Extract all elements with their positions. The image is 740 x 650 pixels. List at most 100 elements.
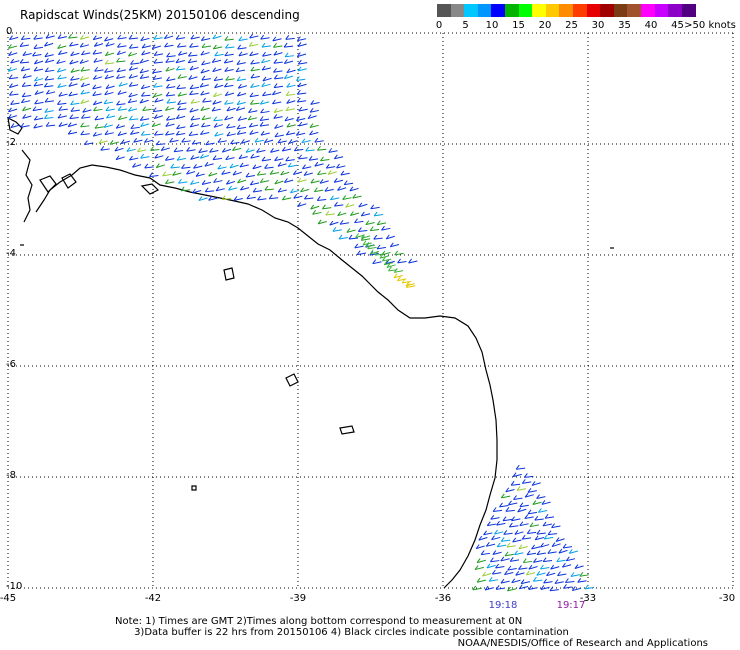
wind-barb (240, 187, 250, 191)
wind-barb-flag (248, 41, 253, 47)
wind-barb-flag (153, 58, 158, 64)
wind-barb-flag (360, 211, 365, 217)
wind-barb (213, 93, 223, 98)
wind-barb-flag (190, 34, 195, 40)
wind-barb-flag (486, 563, 491, 569)
wind-barb (349, 187, 359, 192)
wind-barb (9, 77, 19, 80)
wind-barb (474, 566, 484, 571)
wind-barb (558, 549, 568, 554)
wind-barb-flag (70, 75, 74, 81)
wind-barb (154, 133, 164, 136)
wind-barb (236, 69, 246, 73)
wind-barb-flag (177, 74, 182, 79)
wind-barb (34, 117, 44, 121)
wind-barb (166, 118, 176, 121)
wind-barb (262, 53, 272, 57)
wind-barb-flag (213, 178, 218, 183)
wind-barb-flag (217, 164, 222, 170)
wind-barb-flag (523, 473, 528, 478)
wind-barb (296, 118, 306, 122)
wind-barb-flag (369, 226, 374, 231)
wind-barb (140, 118, 150, 121)
wind-barb-flag (79, 59, 84, 64)
wind-barb-flag (372, 259, 377, 264)
wind-barb-flag (330, 195, 334, 201)
wind-barb (165, 181, 175, 185)
wind-barb (188, 60, 198, 64)
chart-title: Rapidscat Winds(25KM) 20150106 descendin… (20, 8, 300, 22)
wind-barb-flag (33, 123, 38, 129)
wind-barb (80, 125, 90, 128)
wind-barb-flag (518, 544, 523, 550)
wind-barb (238, 38, 248, 42)
wind-barb (156, 164, 166, 169)
wind-barb (342, 197, 352, 201)
wind-barb-flag (235, 67, 240, 72)
wind-barb (237, 78, 247, 82)
wind-barb (288, 164, 298, 168)
wind-barb-flag (232, 170, 237, 176)
wind-barb (139, 99, 149, 104)
wind-barb (152, 70, 162, 74)
wind-barb (186, 149, 196, 152)
wind-barb (270, 149, 280, 153)
wind-barb (192, 189, 202, 194)
wind-barb-flag (334, 201, 338, 207)
wind-barb-flag (274, 156, 279, 161)
wind-barb (105, 52, 115, 57)
legend-swatch (532, 4, 547, 17)
wind-barb (496, 587, 506, 590)
lat-label: 0 (6, 26, 13, 37)
wind-barb (224, 102, 234, 105)
wind-barb (57, 102, 67, 105)
wind-barb (297, 100, 307, 103)
wind-barb-flag (149, 172, 153, 177)
wind-barb (515, 572, 525, 576)
wind-barb-flag (544, 513, 549, 519)
wind-barb (269, 197, 279, 200)
wind-barb-flag (80, 66, 85, 72)
wind-barb (178, 52, 188, 56)
wind-barb (386, 235, 395, 240)
wind-barb-flag (405, 283, 410, 288)
wind-barb-flag (302, 164, 306, 170)
wind-barb-flag (150, 146, 154, 151)
wind-barb-flag (154, 97, 159, 103)
wind-barb (128, 37, 139, 40)
wind-barb (166, 55, 176, 58)
wind-barb-flag (117, 115, 122, 120)
wind-barb (543, 560, 553, 563)
wind-barb-flag (532, 576, 537, 582)
wind-barb-flag (295, 131, 300, 136)
wind-barb (154, 155, 164, 159)
wind-barb-flag (70, 100, 74, 105)
wind-barb-flag (338, 234, 343, 240)
wind-barb-flag (308, 155, 313, 161)
wind-barb (536, 572, 546, 576)
wind-barb-flag (98, 139, 103, 144)
wind-barb (189, 45, 199, 48)
wind-barb-flag (508, 522, 513, 528)
wind-barb (140, 37, 150, 42)
wind-barb (176, 132, 186, 136)
wind-barb (484, 587, 494, 591)
wind-barb (285, 37, 295, 40)
wind-barb (373, 237, 383, 240)
wind-barb-flag (272, 99, 276, 105)
wind-barb-flag (373, 211, 378, 217)
wind-barb (394, 252, 404, 256)
wind-barb (190, 181, 200, 185)
wind-barb (200, 92, 210, 96)
wind-barb-flag (517, 507, 522, 513)
wind-barb-flag (128, 34, 133, 40)
wind-barb-flag (319, 179, 324, 184)
wind-barb (9, 36, 19, 41)
wind-barb-flag (562, 562, 566, 568)
wind-barb (528, 587, 538, 590)
wind-barb (224, 60, 234, 64)
wind-barb-flag (212, 99, 217, 105)
wind-barb-flag (268, 194, 273, 200)
wind-barb (150, 149, 160, 151)
wind-barb-flag (350, 211, 354, 216)
